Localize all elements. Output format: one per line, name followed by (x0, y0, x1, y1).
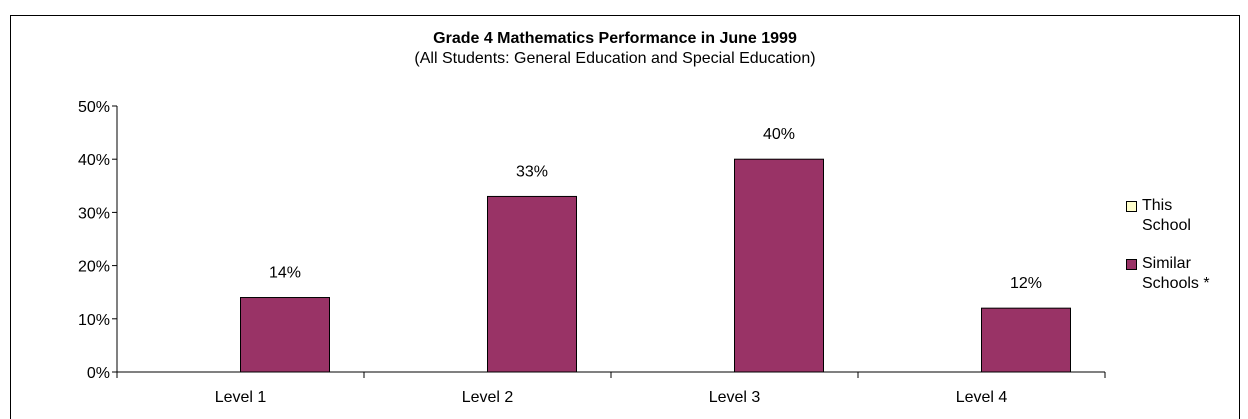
chart-subtitle: (All Students: General Education and Spe… (414, 50, 816, 67)
y-tick-label: 20% (78, 259, 110, 276)
legend: This School Similar Schools * (1126, 196, 1248, 312)
legend-item-similar-schools: Similar Schools * (1126, 254, 1248, 294)
x-tick-label: Level 4 (956, 389, 1008, 406)
data-label: 12% (1010, 275, 1042, 292)
bar (981, 307, 1071, 373)
bar (240, 297, 330, 373)
bar (487, 195, 577, 373)
legend-label-similar-schools-line2: Schools * (1142, 275, 1210, 292)
y-tick-label: 40% (78, 152, 110, 169)
chart-title: Grade 4 Mathematics Performance in June … (433, 30, 797, 47)
legend-label-similar-schools-line1: Similar (1142, 255, 1191, 272)
legend-item-this-school: This School (1126, 196, 1248, 236)
legend-label-this-school-line2: School (1142, 217, 1191, 234)
y-tick-label: 50% (78, 99, 110, 116)
x-tick-label: Level 3 (709, 389, 761, 406)
data-label: 33% (516, 163, 548, 180)
legend-swatch-this-school (1126, 201, 1137, 212)
y-tick-label: 30% (78, 205, 110, 222)
legend-label-this-school-line1: This (1142, 197, 1173, 214)
y-tick-label: 0% (87, 365, 110, 382)
x-tick-label: Level 1 (215, 389, 267, 406)
bar (734, 158, 824, 373)
data-label: 14% (269, 265, 301, 282)
y-tick-label: 10% (78, 312, 110, 329)
x-tick-label: Level 2 (462, 389, 514, 406)
data-label: 40% (763, 126, 795, 143)
legend-swatch-similar-schools (1126, 259, 1137, 270)
